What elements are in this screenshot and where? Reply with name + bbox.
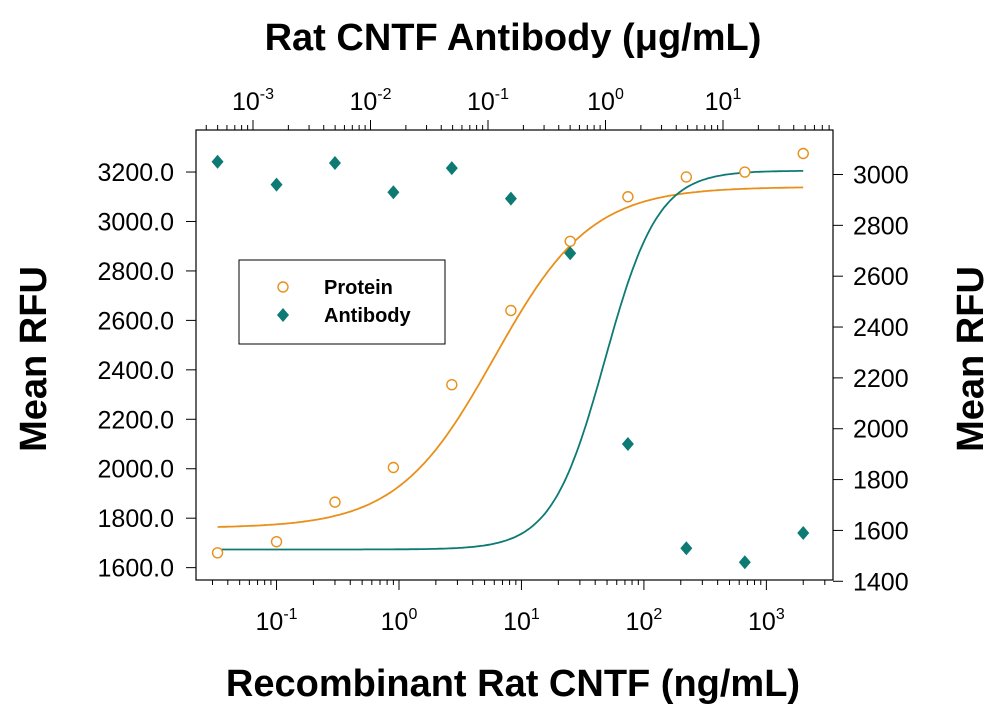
protein-fit-curve xyxy=(217,186,804,528)
x-axis-title: Recombinant Rat CNTF (ng/mL) xyxy=(226,663,800,705)
legend-box xyxy=(238,259,446,345)
protein-data-point xyxy=(211,547,224,559)
legend-label-antibody: Antibody xyxy=(324,305,412,327)
y-right-tick-label: 2600 xyxy=(853,263,909,291)
x-tick-label: 102 xyxy=(626,606,663,636)
top-tick-label: 10-2 xyxy=(349,86,391,116)
x-tick-label: 101 xyxy=(503,606,540,636)
y-left-tick-label: 2600.0 xyxy=(98,307,174,335)
antibody-data-point xyxy=(564,246,577,261)
y-left-tick-label: 1800.0 xyxy=(98,505,174,533)
y-left-tick-label: 2200.0 xyxy=(98,406,174,434)
legend-protein-marker xyxy=(277,281,289,293)
antibody-data-point xyxy=(797,525,810,540)
right-y-axis-title: Mean RFU xyxy=(950,266,992,452)
protein-data-point xyxy=(270,535,283,548)
y-right-tick-label: 2000 xyxy=(853,416,909,444)
y-right-tick-label: 2800 xyxy=(853,212,909,240)
y-left-tick-label: 2000.0 xyxy=(98,456,174,484)
left-y-axis-title: Mean RFU xyxy=(13,266,55,452)
antibody-data-point xyxy=(387,185,400,200)
protein-data-point xyxy=(329,496,341,508)
x-tick-label: 10-1 xyxy=(256,606,298,636)
antibody-data-point xyxy=(211,154,224,169)
antibody-data-point xyxy=(680,541,693,556)
y-right-tick-label: 1600 xyxy=(853,517,909,545)
top-tick-label: 101 xyxy=(705,86,742,116)
x-tick-label: 103 xyxy=(748,606,785,636)
protein-data-point xyxy=(387,461,400,474)
x-tick-label: 100 xyxy=(381,606,418,636)
antibody-data-point xyxy=(270,177,283,192)
antibody-data-point xyxy=(328,156,341,171)
y-right-tick-label: 1800 xyxy=(853,467,909,495)
y-left-tick-label: 2800.0 xyxy=(98,258,174,286)
antibody-data-point xyxy=(621,436,634,451)
y-right-tick-label: 1400 xyxy=(853,568,909,596)
protein-data-point xyxy=(680,171,693,183)
antibody-fit-curve xyxy=(217,170,804,551)
protein-data-point xyxy=(505,304,517,317)
top-tick-label: 100 xyxy=(587,86,624,116)
y-left-tick-label: 3000.0 xyxy=(98,208,174,236)
legend: Protein Antibody xyxy=(238,259,446,345)
legend-label-protein: Protein xyxy=(324,277,393,299)
antibody-data-point xyxy=(445,161,458,176)
top-tick-label: 10-1 xyxy=(467,86,509,116)
legend-antibody-marker xyxy=(277,308,289,322)
plot-frame xyxy=(195,129,834,581)
protein-data-point xyxy=(564,235,576,247)
top-axis-title: Rat CNTF Antibody (μg/mL) xyxy=(265,17,762,59)
y-right-tick-label: 3000 xyxy=(853,161,909,189)
y-right-tick-label: 2200 xyxy=(853,365,909,393)
y-left-tick-label: 1600.0 xyxy=(98,555,174,583)
y-left-tick-label: 3200.0 xyxy=(98,159,174,187)
y-right-tick-label: 2400 xyxy=(853,314,909,342)
antibody-data-point xyxy=(504,191,517,206)
protein-data-point xyxy=(797,147,809,160)
top-tick-label: 10-3 xyxy=(232,86,274,116)
antibody-data-point xyxy=(738,555,751,570)
y-left-tick-label: 2400.0 xyxy=(98,357,174,385)
protein-data-point xyxy=(622,191,634,203)
protein-data-point xyxy=(446,378,458,391)
protein-data-point xyxy=(739,166,751,178)
